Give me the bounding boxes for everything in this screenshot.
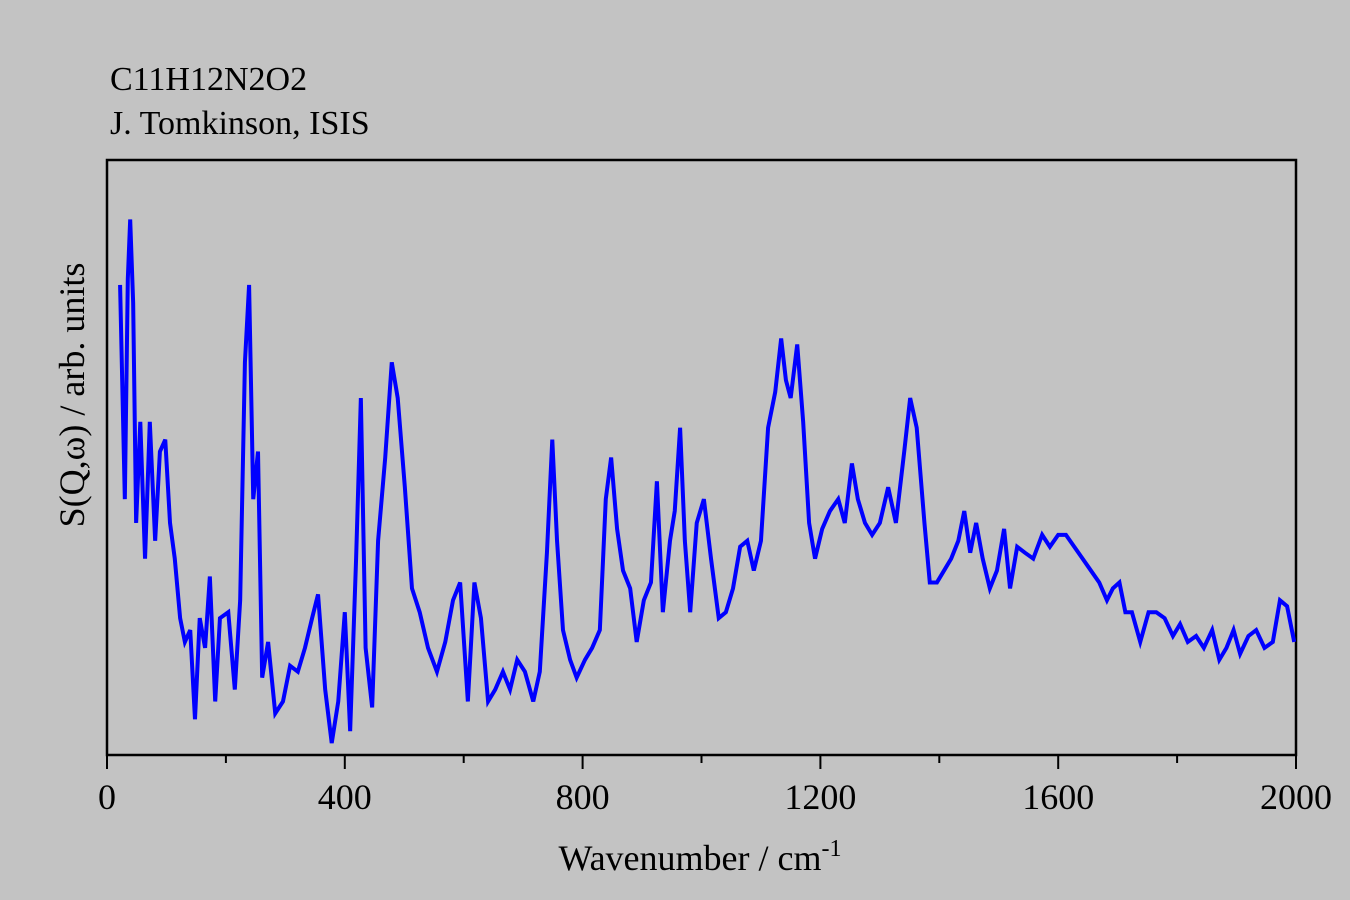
y-axis-label: S(Q,ω) / arb. units: [52, 263, 92, 528]
x-axis-label: Wavenumber / cm-1: [558, 836, 841, 878]
x-tick-label: 1600: [1022, 777, 1094, 817]
x-label-superscript: -1: [822, 836, 842, 862]
spectrum-line: [118, 219, 1297, 744]
x-tick-label: 0: [98, 777, 116, 817]
title-line: C11H12N2O2: [110, 61, 307, 98]
x-tick-label: 2000: [1260, 777, 1332, 817]
x-tick-label: 400: [318, 777, 372, 817]
x-tick-label: 800: [556, 777, 610, 817]
x-tick-label: 1200: [784, 777, 856, 817]
x-label-text: Wavenumber / cm: [558, 838, 821, 878]
title-line: J. Tomkinson, ISIS: [110, 105, 370, 142]
